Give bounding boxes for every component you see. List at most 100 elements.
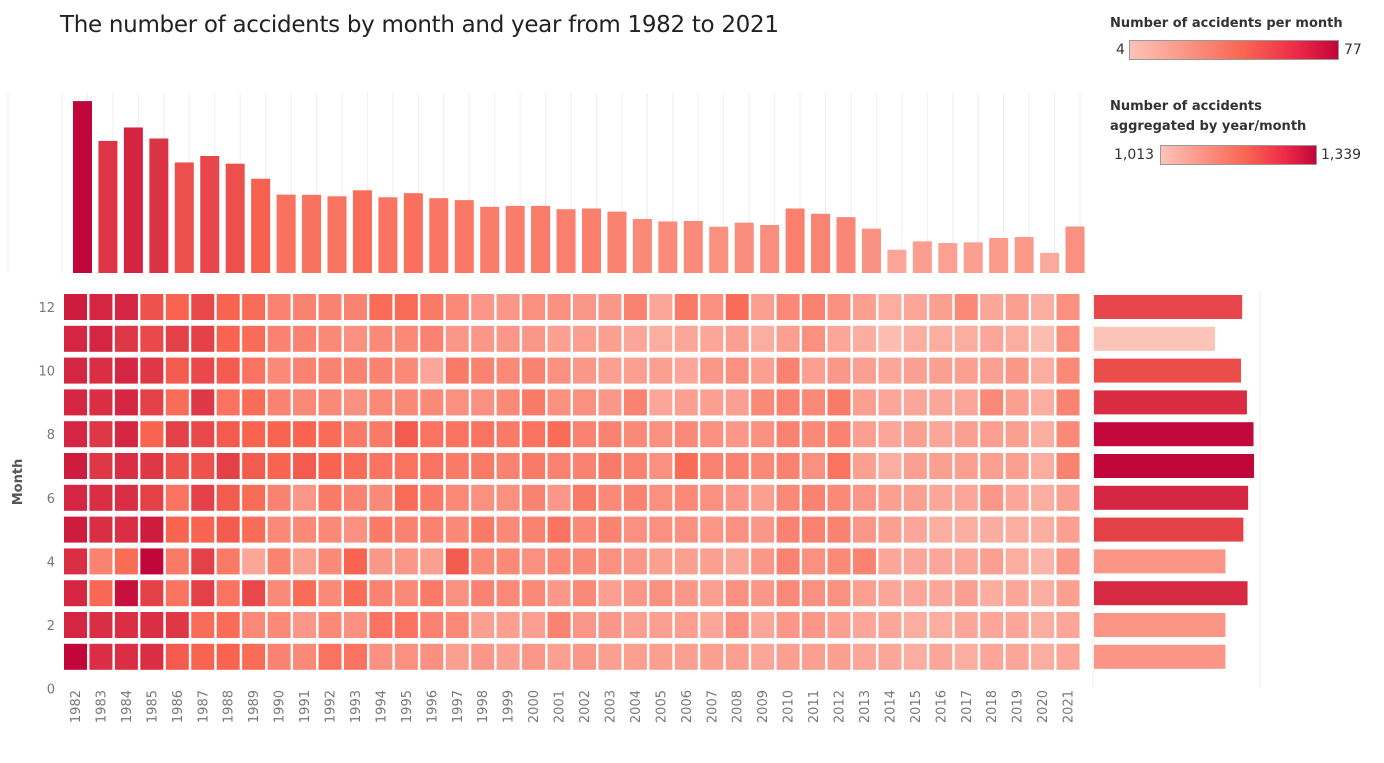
heatmap-cell-2003-7 xyxy=(598,453,622,479)
year-tick-1995: 1995 xyxy=(400,690,415,723)
heatmap-cell-2008-3 xyxy=(725,580,749,607)
heatmap-cell-2019-7 xyxy=(1005,453,1029,479)
heatmap-cell-2018-5 xyxy=(980,516,1004,543)
month-aggregate-bar-6 xyxy=(1094,485,1249,510)
year-bar-1984 xyxy=(123,127,143,273)
heatmap-cell-1995-5 xyxy=(394,516,418,543)
heatmap-cell-2017-8 xyxy=(954,421,978,448)
heatmap-cell-2009-4 xyxy=(751,548,775,575)
heatmap-cell-2004-10 xyxy=(623,357,647,384)
heatmap-cell-2007-3 xyxy=(700,580,724,607)
year-tick-2009: 2009 xyxy=(756,690,771,723)
heatmap-cell-1993-3 xyxy=(343,580,367,607)
heatmap-cell-1994-8 xyxy=(369,421,393,448)
legend-per-month: Number of accidents per month 4 77 xyxy=(1110,14,1362,64)
heatmap-cell-1986-10 xyxy=(165,357,189,384)
year-bar-2021 xyxy=(1065,226,1085,273)
heatmap-cell-2019-6 xyxy=(1005,484,1029,511)
year-bar-2005 xyxy=(658,221,678,273)
heatmap-cell-1992-4 xyxy=(318,548,342,575)
heatmap-cell-1997-5 xyxy=(445,516,469,543)
heatmap-cell-1997-11 xyxy=(445,325,469,352)
year-tick-1990: 1990 xyxy=(273,690,288,723)
heatmap-cell-2005-5 xyxy=(649,516,673,543)
year-bar-1993 xyxy=(352,190,372,273)
heatmap-cell-2006-6 xyxy=(674,484,698,511)
month-tick-8: 8 xyxy=(47,428,55,443)
heatmap-cell-2020-5 xyxy=(1031,516,1055,543)
heatmap-cell-2019-3 xyxy=(1005,580,1029,607)
heatmap-cell-2020-4 xyxy=(1031,548,1055,575)
heatmap-cell-1991-10 xyxy=(293,357,317,384)
heatmap-cell-1990-8 xyxy=(267,421,291,448)
heatmap-cell-2011-4 xyxy=(802,548,826,575)
year-tick-2008: 2008 xyxy=(731,690,746,723)
heatmap-cell-1994-5 xyxy=(369,516,393,543)
heatmap-cell-2006-5 xyxy=(674,516,698,543)
heatmap-cell-1997-3 xyxy=(445,580,469,607)
heatmap-cell-2018-12 xyxy=(980,294,1004,320)
heatmap-cell-1999-7 xyxy=(496,453,520,479)
heatmap-cell-2011-11 xyxy=(802,325,826,352)
heatmap-cell-1999-4 xyxy=(496,548,520,575)
heatmap-cell-1983-4 xyxy=(89,548,113,575)
year-bar-1990 xyxy=(276,194,296,273)
heatmap-cell-1990-3 xyxy=(267,580,291,607)
heatmap-cell-1989-9 xyxy=(242,389,266,416)
heatmap-cell-2017-4 xyxy=(954,548,978,575)
heatmap-cell-1992-2 xyxy=(318,612,342,638)
heatmap-cell-1994-11 xyxy=(369,325,393,352)
heatmap-cell-2002-4 xyxy=(573,548,596,575)
heatmap-cell-2008-2 xyxy=(725,612,749,638)
heatmap-cell-1990-11 xyxy=(267,325,291,352)
heatmap-cell-1992-8 xyxy=(318,421,342,448)
heatmap-cell-1988-4 xyxy=(216,548,240,575)
heatmap-cell-1995-9 xyxy=(394,389,418,416)
heatmap-cell-2014-2 xyxy=(878,612,902,638)
heatmap-cell-1988-3 xyxy=(216,580,240,607)
heatmap-cell-1984-1 xyxy=(114,643,138,670)
heatmap-cell-1986-5 xyxy=(165,516,189,543)
heatmap-cell-2007-10 xyxy=(700,357,724,384)
heatmap-cell-2018-2 xyxy=(980,612,1004,638)
year-tick-1988: 1988 xyxy=(222,690,237,723)
heatmap-cell-2006-3 xyxy=(674,580,698,607)
year-tick-1983: 1983 xyxy=(94,690,109,723)
year-bar-2020 xyxy=(1040,252,1060,273)
year-tick-1982: 1982 xyxy=(69,690,84,723)
heatmap-cell-1991-9 xyxy=(293,389,317,416)
heatmap-cell-1997-2 xyxy=(445,612,469,638)
heatmap-cell-2007-11 xyxy=(700,325,724,352)
heatmap-cell-2009-8 xyxy=(751,421,775,448)
month-tick-10: 10 xyxy=(38,365,55,380)
heatmap-cell-1999-2 xyxy=(496,612,520,638)
heatmap-cell-1989-8 xyxy=(242,421,266,448)
heatmap-cell-2012-12 xyxy=(827,294,851,320)
year-bar-2010 xyxy=(785,208,805,273)
heatmap-cell-1996-8 xyxy=(420,421,444,448)
heatmap-cell-2004-4 xyxy=(623,548,647,575)
heatmap-cell-1992-10 xyxy=(318,357,342,384)
year-tick-1998: 1998 xyxy=(476,690,491,723)
heatmap-cell-1988-9 xyxy=(216,389,240,416)
heatmap-cell-1994-9 xyxy=(369,389,393,416)
heatmap-cell-2005-8 xyxy=(649,421,673,448)
heatmap-cell-2015-1 xyxy=(903,643,927,670)
heatmap-cell-2016-1 xyxy=(929,643,953,670)
heatmap-cell-1983-2 xyxy=(89,612,113,638)
heatmap-cell-1988-12 xyxy=(216,294,240,320)
heatmap-cell-1996-9 xyxy=(420,389,444,416)
year-bar-2015 xyxy=(912,241,932,273)
heatmap-cell-1984-11 xyxy=(114,325,138,352)
heatmap-cell-1992-3 xyxy=(318,580,342,607)
heatmap-cell-2019-1 xyxy=(1005,643,1029,670)
heatmap-cell-2015-3 xyxy=(903,580,927,607)
heatmap-cell-2009-10 xyxy=(751,357,775,384)
year-tick-2013: 2013 xyxy=(858,690,873,723)
heatmap-cell-2002-12 xyxy=(573,294,596,320)
heatmap-cell-2001-5 xyxy=(547,516,571,543)
year-bar-2012 xyxy=(836,217,856,273)
year-bar-1997 xyxy=(454,200,474,273)
heatmap-cell-1986-11 xyxy=(165,325,189,352)
heatmap-cell-1998-12 xyxy=(471,294,495,320)
